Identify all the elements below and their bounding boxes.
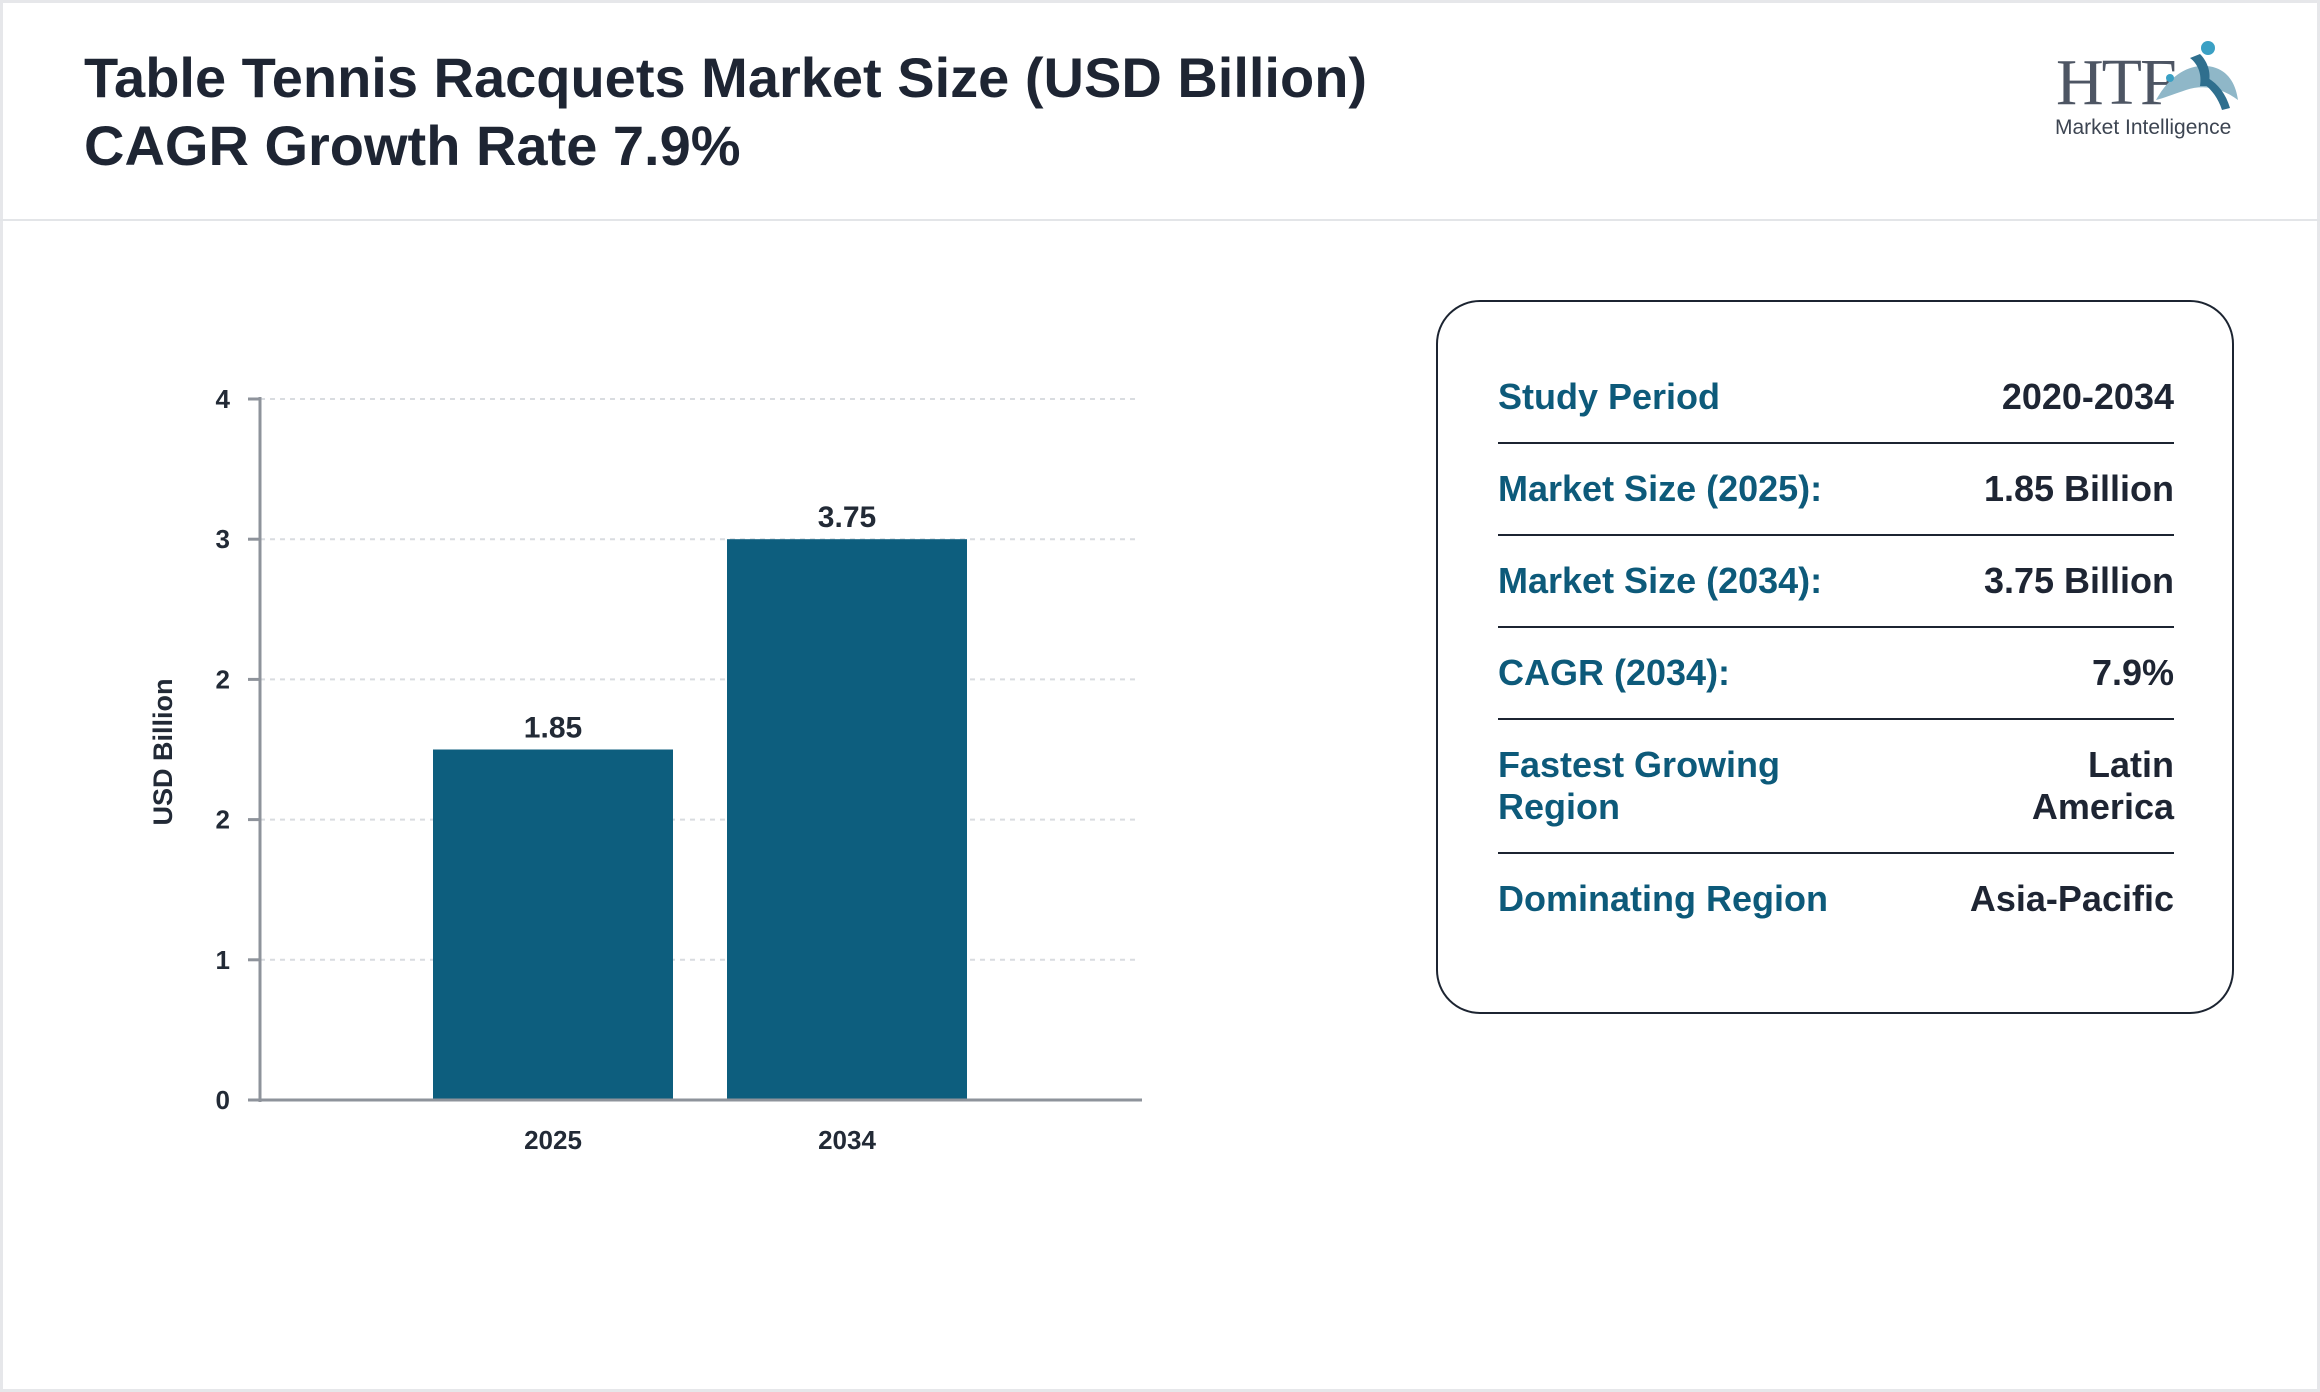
summary-value: Asia-Pacific [1969, 878, 2174, 919]
bars: 1.85 3.75 [433, 501, 967, 1100]
y-tick-label: 2 [216, 664, 230, 694]
summary-card: Study Period 2020-2034 Market Size (2025):… [1436, 300, 2234, 1014]
summary-label: Market Size (2034): [1498, 560, 1823, 601]
logo-wordmark: HTF [2056, 46, 2177, 119]
y-tick-label: 3 [216, 524, 230, 554]
htf-logo: HTF Market Intelligence [2050, 36, 2240, 146]
summary-label: Market Size (2025): [1498, 468, 1823, 509]
summary-label: CAGR (2034): [1498, 652, 1731, 693]
bar-2034 [727, 539, 967, 1100]
summary-label: Fastest Growing Region [1498, 744, 1781, 827]
y-tick-label: 1 [216, 945, 230, 975]
x-tick-label: 2025 [524, 1125, 582, 1155]
summary-label: Study Period [1498, 376, 1721, 417]
bar-chart: 1.85 3.75 0 1 2 2 3 4 2025 2034 USD Billion [148, 384, 1142, 1155]
y-tick-label: 0 [216, 1085, 230, 1115]
bar-2025 [433, 749, 673, 1100]
y-tick-label: 4 [216, 384, 231, 414]
x-tick-label: 2034 [818, 1125, 876, 1155]
summary-value: 2020-2034 [2001, 376, 2174, 417]
summary-table: Study Period 2020-2034 Market Size (2025):… [1498, 352, 2174, 944]
logo-figure-icon [2156, 41, 2238, 110]
data-label: 1.85 [524, 712, 582, 745]
header: Table Tennis Racquets Market Size (USD B… [0, 0, 2320, 221]
summary-row: Market Size (2034): 3.75 Billion [1498, 536, 2174, 628]
summary-value: 1.85 Billion [1983, 468, 2174, 509]
title-line-1: Table Tennis Racquets Market Size (USD B… [84, 46, 1368, 109]
logo-subtext: Market Intelligence [2055, 116, 2232, 139]
summary-value: 7.9% [2091, 652, 2174, 693]
summary-value: Latin America [2031, 744, 2174, 827]
y-axis-title: USD Billion [148, 679, 178, 826]
summary-row: Fastest Growing Region Latin America [1498, 720, 2174, 854]
axes: 0 1 2 2 3 4 2025 2034 [216, 384, 1142, 1155]
summary-label: Dominating Region [1498, 878, 1828, 919]
summary-row: Market Size (2025): 1.85 Billion [1498, 444, 2174, 536]
summary-row: Dominating Region Asia-Pacific [1498, 854, 2174, 944]
summary-row: CAGR (2034): 7.9% [1498, 628, 2174, 720]
y-tick-label: 2 [216, 805, 230, 835]
page-title: Table Tennis Racquets Market Size (USD B… [84, 44, 1367, 180]
summary-row: Study Period 2020-2034 [1498, 352, 2174, 444]
data-label: 3.75 [818, 501, 876, 534]
grid-lines [260, 398, 1140, 961]
title-line-2: CAGR Growth Rate 7.9% [84, 114, 741, 177]
summary-value: 3.75 Billion [1983, 560, 2174, 601]
